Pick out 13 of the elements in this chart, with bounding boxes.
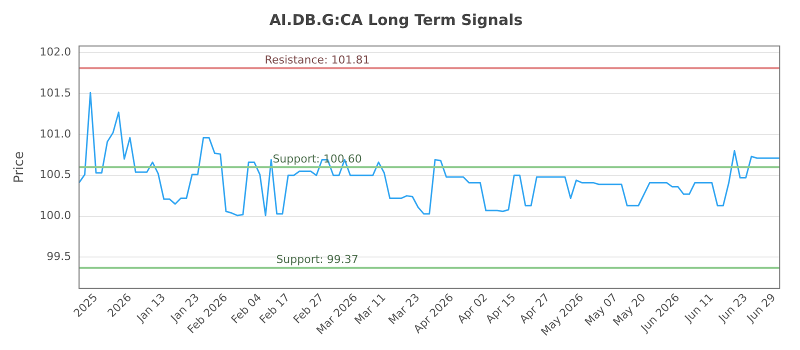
y-tick-label: 100.0 — [40, 209, 72, 222]
y-axis-title: Price — [12, 151, 28, 184]
y-tick-label: 100.5 — [40, 168, 72, 182]
x-tick-label: Jan 13 — [134, 290, 168, 326]
ref-line-label: Resistance: 101.81 — [264, 53, 370, 66]
chart-title: AI.DB.G:CA Long Term Signals — [269, 10, 523, 29]
y-tick-label: 101.0 — [40, 127, 72, 140]
x-tick-label: Jun 11 — [682, 290, 716, 326]
ref-line-label: Support: 99.37 — [276, 253, 358, 266]
y-tick-label: 99.5 — [46, 250, 72, 264]
y-tick-label: 101.5 — [40, 86, 72, 100]
ref-line-label: Support: 100.60 — [272, 152, 362, 166]
y-tick-label: 102.0 — [40, 45, 72, 58]
